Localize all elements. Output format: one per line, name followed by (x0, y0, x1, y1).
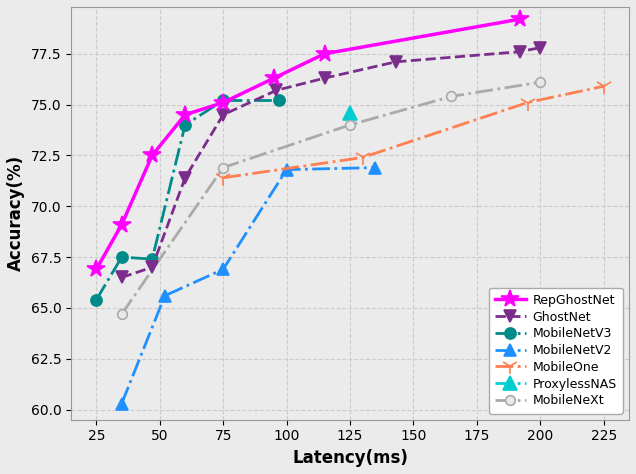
MobileNetV3 (92, 297, 100, 302)
Line: RepGhostNet: RepGhostNet (87, 10, 529, 278)
MobileNetV2 (219, 266, 227, 272)
Y-axis label: Accuracy(%): Accuracy(%) (7, 155, 25, 272)
MobileNeXt (219, 165, 227, 171)
MobileNeXt (346, 122, 354, 128)
GhostNet (273, 88, 280, 93)
MobileNeXt (448, 93, 455, 99)
MobileNetV3 (219, 98, 227, 103)
RepGhostNet (148, 153, 156, 158)
MobileNetV3 (275, 98, 283, 103)
RepGhostNet (270, 75, 278, 81)
GhostNet (536, 45, 544, 50)
GhostNet (148, 264, 156, 270)
GhostNet (516, 49, 524, 55)
RepGhostNet (118, 222, 125, 228)
GhostNet (392, 59, 399, 64)
Line: MobileNetV3: MobileNetV3 (91, 95, 284, 305)
RepGhostNet (92, 266, 100, 272)
Line: MobileNetV2: MobileNetV2 (116, 162, 381, 409)
GhostNet (181, 175, 189, 181)
Line: GhostNet: GhostNet (116, 42, 546, 283)
MobileNetV2 (118, 401, 125, 406)
MobileNetV2 (161, 293, 169, 299)
RepGhostNet (321, 51, 328, 56)
MobileOne (600, 83, 607, 89)
MobileNeXt (118, 311, 125, 317)
GhostNet (219, 112, 227, 118)
RepGhostNet (181, 112, 189, 118)
GhostNet (118, 274, 125, 280)
MobileNeXt (536, 79, 544, 85)
MobileOne (359, 155, 366, 160)
MobileNetV3 (148, 256, 156, 262)
RepGhostNet (516, 16, 524, 22)
RepGhostNet (219, 100, 227, 105)
MobileNetV3 (181, 122, 189, 128)
X-axis label: Latency(ms): Latency(ms) (292, 449, 408, 467)
MobileNetV2 (371, 165, 379, 171)
MobileOne (524, 100, 532, 105)
MobileOne (219, 175, 227, 181)
GhostNet (321, 75, 328, 81)
MobileNetV3 (118, 254, 125, 260)
Line: MobileNeXt: MobileNeXt (117, 77, 545, 319)
Legend: RepGhostNet, GhostNet, MobileNetV3, MobileNetV2, MobileOne, ProxylessNAS, Mobile: RepGhostNet, GhostNet, MobileNetV3, Mobi… (488, 288, 623, 413)
Line: MobileOne: MobileOne (215, 78, 612, 186)
MobileNetV2 (283, 167, 291, 173)
